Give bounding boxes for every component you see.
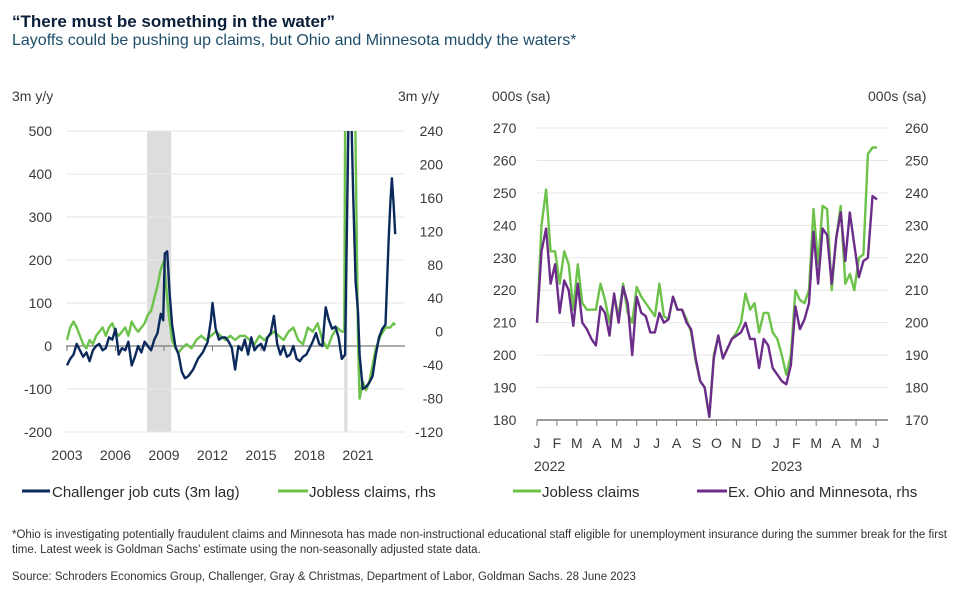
x-month-label: J: [653, 435, 660, 451]
x-tick-label: 2021: [342, 447, 373, 463]
y-right-tick-label: 230: [905, 217, 929, 233]
right-chart: 000s (sa) 000s (sa) 180 190 200 210 220 230 24…: [492, 88, 929, 501]
x-month-label: J: [534, 435, 541, 451]
y-right-tick-label: 180: [905, 380, 929, 396]
y-right-tick-label: 200: [420, 156, 444, 172]
x-tick-label: 2015: [245, 447, 276, 463]
x-tick-label: 2009: [148, 447, 179, 463]
right-legend: Jobless claims Ex. Ohio and Minnesota, r…: [513, 484, 917, 501]
x-month-label: M: [850, 435, 862, 451]
x-month-label: J: [773, 435, 780, 451]
y-right-tick-label: 200: [905, 315, 929, 331]
x-month-label: F: [792, 435, 801, 451]
chart-title: “There must be something in the water”: [12, 12, 336, 31]
y-right-tick-label: 260: [905, 120, 929, 136]
right-chart-left-unit: 000s (sa): [492, 88, 550, 104]
y-left-tick-label: 100: [29, 295, 53, 311]
left-chart-left-unit: 3m y/y: [12, 88, 53, 104]
y-right-tick-label: 250: [905, 152, 929, 168]
y-left-tick-label: 400: [29, 166, 53, 182]
y-left-tick-label: 230: [493, 250, 517, 266]
series-line-ex-ohio-minnesota: [535, 194, 878, 418]
y-right-tick-label: 210: [905, 282, 929, 298]
y-right-tick-label: 240: [420, 123, 444, 139]
y-right-tick-label: 160: [420, 190, 444, 206]
y-left-tick-label: 200: [29, 252, 53, 268]
legend-label-ex-ohio-minnesota: Ex. Ohio and Minnesota, rhs: [728, 484, 917, 501]
y-right-tick-label: -120: [415, 424, 443, 440]
x-month-label: N: [731, 435, 741, 451]
x-month-label: M: [571, 435, 583, 451]
y-right-tick-label: 40: [427, 290, 443, 306]
source-note: Source: Schroders Economics Group, Chall…: [12, 571, 636, 583]
left-legend: Challenger job cuts (3m lag) Jobless cla…: [22, 484, 436, 501]
y-right-tick-label: 0: [435, 324, 443, 340]
y-right-tick-label: -80: [423, 391, 443, 407]
y-left-tick-label: 200: [493, 347, 517, 363]
series-line-challenger-job-cuts: [65, 131, 397, 391]
y-right-tick-label: 220: [905, 250, 929, 266]
x-month-label: M: [810, 435, 822, 451]
x-month-label: A: [831, 435, 841, 451]
y-left-tick-label: -200: [24, 424, 52, 440]
y-right-tick-label: 80: [427, 257, 443, 273]
x-year-label-2023: 2023: [771, 458, 802, 474]
left-chart-right-unit: 3m y/y: [398, 88, 439, 104]
y-right-tick-label: 170: [905, 412, 929, 428]
y-left-tick-label: -100: [24, 381, 52, 397]
chart-subtitle: Layoffs could be pushing up claims, but …: [12, 32, 577, 49]
series-line-jobless-claims: [535, 146, 877, 418]
x-year-label-2022: 2022: [534, 458, 565, 474]
y-left-tick-label: 300: [29, 209, 53, 225]
y-right-tick-label: -40: [423, 357, 443, 373]
x-month-label: J: [873, 435, 880, 451]
y-left-tick-label: 270: [493, 120, 517, 136]
y-left-tick-label: 240: [493, 217, 517, 233]
x-month-label: F: [553, 435, 562, 451]
legend-label-jobless-claims: Jobless claims: [542, 484, 640, 501]
x-month-label: D: [751, 435, 761, 451]
legend-label-challenger: Challenger job cuts (3m lag): [52, 484, 240, 501]
y-right-tick-label: 120: [420, 223, 444, 239]
y-right-tick-label: 190: [905, 347, 929, 363]
footnote: *Ohio is investigating potentially fraud…: [12, 529, 947, 556]
x-tick-label: 2018: [294, 447, 325, 463]
x-month-label: J: [633, 435, 640, 451]
y-right-tick-label: 240: [905, 185, 929, 201]
y-left-tick-label: 190: [493, 380, 517, 396]
y-left-tick-label: 260: [493, 152, 517, 168]
y-left-tick-label: 500: [29, 123, 53, 139]
x-tick-label: 2012: [197, 447, 228, 463]
legend-label-jobless-claims-rhs: Jobless claims, rhs: [309, 484, 436, 501]
y-left-tick-label: 180: [493, 412, 517, 428]
x-month-label: M: [611, 435, 623, 451]
x-month-label: A: [672, 435, 682, 451]
y-left-tick-label: 250: [493, 185, 517, 201]
y-left-tick-label: 210: [493, 315, 517, 331]
x-tick-label: 2003: [51, 447, 82, 463]
y-left-tick-label: 220: [493, 282, 517, 298]
x-month-label: S: [692, 435, 701, 451]
x-tick-label: 2006: [100, 447, 131, 463]
x-month-label: A: [592, 435, 602, 451]
right-chart-right-unit: 000s (sa): [868, 88, 926, 104]
x-month-label: O: [711, 435, 722, 451]
y-left-tick-label: 0: [44, 338, 52, 354]
